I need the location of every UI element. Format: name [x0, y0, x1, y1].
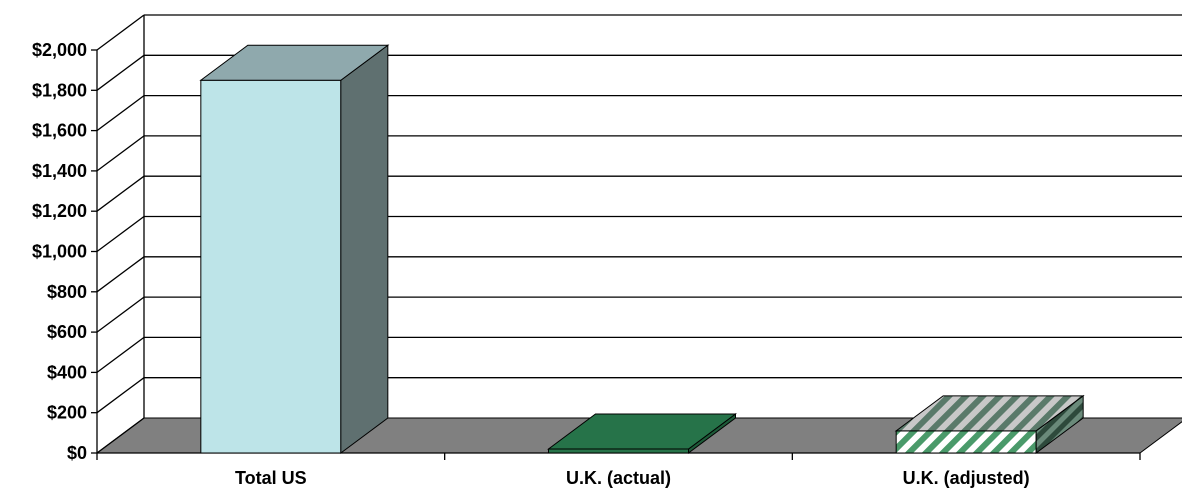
side-wall-gridline — [96, 336, 145, 373]
side-wall-gridline — [96, 377, 145, 414]
y-tick-label: $1,800 — [32, 80, 87, 100]
bar-front — [895, 430, 1037, 454]
side-wall-gridline — [96, 95, 145, 132]
side-wall-gridline — [96, 175, 145, 212]
bar-front — [548, 448, 689, 454]
side-wall-gridline — [96, 417, 145, 454]
bar-top — [546, 413, 738, 450]
y-tick-label: $1,600 — [32, 121, 87, 141]
y-tick-label: $400 — [47, 362, 87, 382]
x-tick-label: U.K. (adjusted) — [903, 468, 1030, 488]
side-wall-gridline — [96, 14, 145, 51]
x-tick-label: U.K. (actual) — [566, 468, 671, 488]
y-tick-label: $600 — [47, 322, 87, 342]
bar-front — [200, 79, 342, 454]
bar — [894, 394, 1085, 454]
y-tick-label: $200 — [47, 403, 87, 423]
chart-labels-layer: $0 $200 $400 $600 $800 $1,000 $1,200 $1,400 $1,6… — [32, 40, 1030, 488]
bar — [199, 44, 390, 454]
bar — [546, 412, 738, 454]
y-tick-label: $1,000 — [32, 242, 87, 262]
side-wall-gridline — [96, 296, 145, 333]
side-wall-gridline — [96, 256, 145, 293]
y-tick-label: $1,400 — [32, 161, 87, 181]
bar-side — [340, 44, 389, 454]
side-wall-gridline — [96, 54, 145, 91]
bar-top — [199, 44, 390, 81]
y-tick-label: $2,000 — [32, 40, 87, 60]
y-tick-label: $0 — [67, 443, 87, 463]
bar-top — [894, 395, 1085, 432]
side-wall-gridline — [96, 135, 145, 172]
y-tick-label: $800 — [47, 282, 87, 302]
chart-bars-layer — [199, 44, 1085, 454]
y-tick-label: $1,200 — [32, 201, 87, 221]
side-wall-gridline — [96, 215, 145, 253]
x-tick-label: Total US — [235, 468, 307, 488]
